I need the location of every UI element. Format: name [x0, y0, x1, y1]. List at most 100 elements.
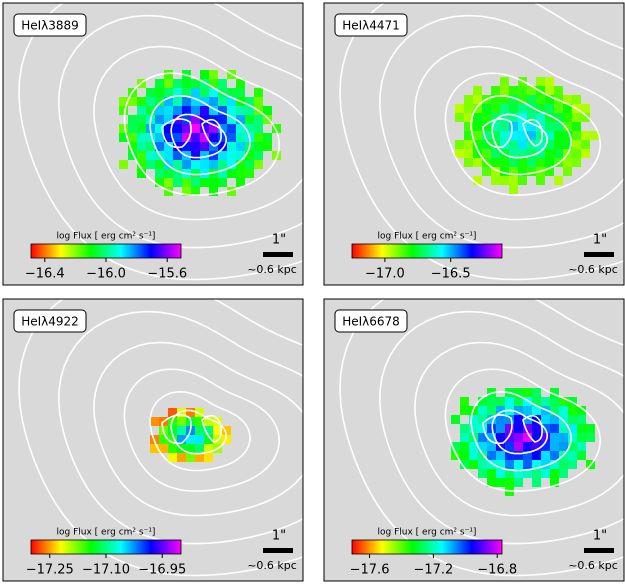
pixel: [137, 124, 146, 133]
pixel: [213, 435, 222, 444]
pixel: [491, 122, 500, 131]
pixel: [500, 140, 509, 149]
pixel: [168, 444, 177, 453]
pixel: [491, 86, 500, 95]
pixel: [227, 106, 236, 115]
pixel: [164, 160, 173, 169]
pixel: [254, 97, 263, 106]
pixel: [550, 469, 559, 478]
pixel: [155, 88, 164, 97]
pixel: [496, 406, 505, 415]
contour: [93, 45, 303, 221]
pixel: [146, 151, 155, 160]
pixel: [532, 424, 541, 433]
pixel: [218, 151, 227, 160]
map-panel: HeIλ3889 log Flux [ erg cm² s⁻¹] −16.4 −16.…: [2, 2, 304, 286]
pixel: [128, 124, 137, 133]
pixel: [159, 444, 168, 453]
pixel: [577, 433, 586, 442]
pixel: [568, 433, 577, 442]
pixel: [227, 88, 236, 97]
pixel: [500, 86, 509, 95]
pixel: [200, 79, 209, 88]
pixel: [523, 397, 532, 406]
contour: [414, 341, 624, 517]
pixel: [464, 140, 473, 149]
pixel: [572, 95, 581, 104]
pixel: [182, 142, 191, 151]
pixel: [586, 433, 595, 442]
pixel: [473, 122, 482, 131]
pixel: [532, 451, 541, 460]
pixel: [514, 451, 523, 460]
pixel: [128, 142, 137, 151]
contour: [470, 390, 572, 472]
pixel: [227, 124, 236, 133]
pixel: [478, 469, 487, 478]
pixel: [200, 97, 209, 106]
pixel: [222, 426, 231, 435]
pixel: [168, 453, 177, 462]
pixel: [509, 185, 518, 194]
pixel: [119, 97, 128, 106]
pixel: [577, 442, 586, 451]
pixel: [532, 460, 541, 469]
pixel: [518, 86, 527, 95]
pixel: [527, 149, 536, 158]
pixel: [173, 151, 182, 160]
pixel: [523, 442, 532, 451]
pixel: [191, 178, 200, 187]
pixel: [200, 142, 209, 151]
pixel: [218, 142, 227, 151]
pixel: [487, 451, 496, 460]
pixel: [545, 113, 554, 122]
pixel: [500, 104, 509, 113]
pixel: [491, 104, 500, 113]
pixel: [191, 187, 200, 196]
colorbar: [30, 243, 182, 259]
pixel: [173, 133, 182, 142]
pixel: [482, 131, 491, 140]
pixel: [137, 142, 146, 151]
pixel: [523, 460, 532, 469]
pixel: [209, 106, 218, 115]
pixel: [204, 417, 213, 426]
pixel: [514, 415, 523, 424]
pixel: [236, 142, 245, 151]
pixel: [536, 140, 545, 149]
map: [18, 3, 303, 281]
pixel: [236, 115, 245, 124]
pixel: [473, 86, 482, 95]
pixel: [559, 469, 568, 478]
pixel: [545, 149, 554, 158]
contour: [201, 118, 222, 147]
pixel: [204, 426, 213, 435]
pixel: [137, 106, 146, 115]
pixel: [137, 160, 146, 169]
pixel: [227, 115, 236, 124]
colorbar-tick-label: −16.8: [477, 563, 517, 578]
pixel: [460, 433, 469, 442]
pixel: [478, 406, 487, 415]
pixel: [577, 415, 586, 424]
label-box: [13, 13, 87, 37]
pixel: [155, 133, 164, 142]
pixel: [218, 133, 227, 142]
panel-label: HeIλ6678: [342, 315, 400, 329]
pixel: [245, 97, 254, 106]
pixel: [469, 415, 478, 424]
contour: [470, 94, 572, 176]
contour: [482, 414, 513, 445]
pixel: [128, 97, 137, 106]
contour: [378, 14, 624, 249]
pixel: [496, 460, 505, 469]
pixel: [164, 124, 173, 133]
pixel: [532, 415, 541, 424]
pixel: [182, 178, 191, 187]
pixel: [496, 433, 505, 442]
pixel: [186, 408, 195, 417]
pixel: [491, 113, 500, 122]
frame: [323, 298, 625, 582]
pixel: [563, 167, 572, 176]
pixel: [455, 104, 464, 113]
